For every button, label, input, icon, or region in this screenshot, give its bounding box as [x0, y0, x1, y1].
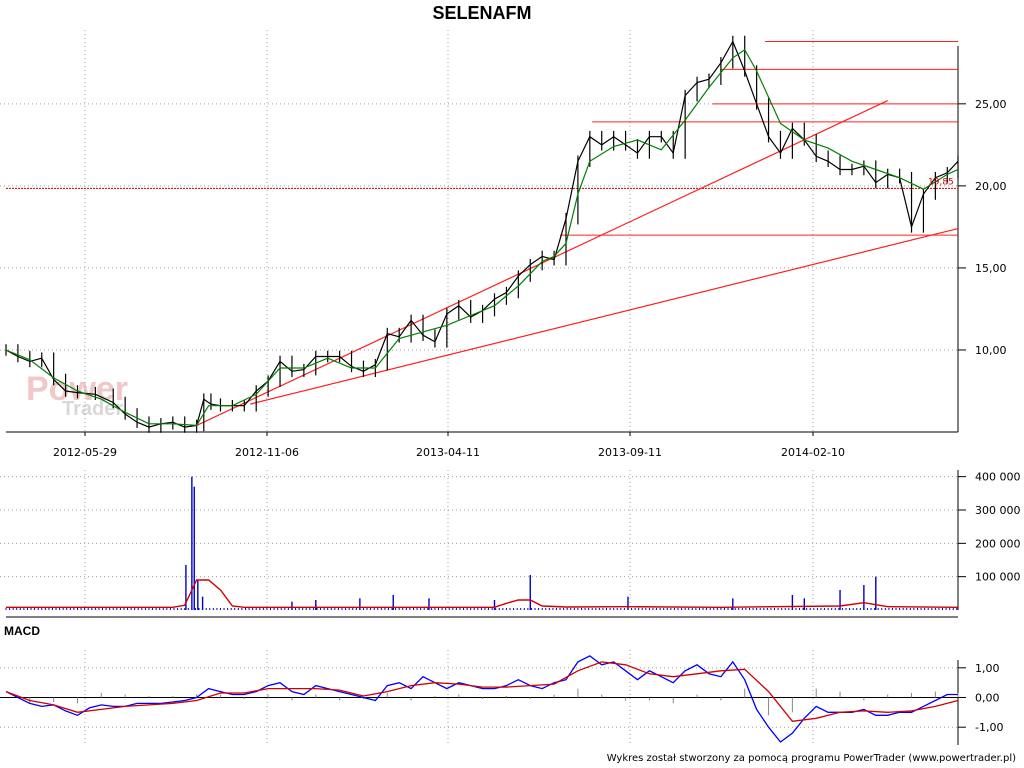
- price-xtick-label-1: 2012-11-06: [235, 446, 299, 459]
- price-xtick-label-2: 2013-04-11: [416, 446, 480, 459]
- footer-credit: Wykres został stworzony za pomocą progra…: [607, 753, 1016, 764]
- price-ytick-label-0: 10,00: [975, 344, 1007, 357]
- volume-ytick-label-1: 200 000: [975, 537, 1021, 550]
- powertrader-watermark: Power Trader: [26, 370, 128, 420]
- price-panel: 10,00 15,00 20,00 25,00 2012-05-29 2012-11-06…: [0, 30, 1007, 459]
- macd-panel-title: MACD: [4, 624, 40, 638]
- volume-average-line: [6, 579, 959, 609]
- volume-ytick-label-2: 300 000: [975, 504, 1021, 517]
- price-xtick-label-4: 2014-02-10: [781, 446, 845, 459]
- volume-baseline-bars: [5, 608, 958, 610]
- macd-macd-line: [5, 655, 958, 743]
- macd-panel: -1,00 0,00 1,00: [0, 650, 1003, 745]
- trendline-1: [250, 227, 959, 405]
- price-xtick-label-3: 2013-09-11: [598, 446, 662, 459]
- price-ytick-label-2: 20,00: [975, 180, 1007, 193]
- macd-signal-line: [5, 661, 959, 722]
- volume-panel: 100 000 200 000 300 000 400 000: [0, 470, 1021, 618]
- macd-ytick-label-0: -1,00: [975, 721, 1003, 734]
- price-xtick-label-0: 2012-05-29: [53, 446, 117, 459]
- macd-ytick-label-2: 1,00: [975, 662, 1000, 675]
- last-price-label: 19,85: [928, 177, 954, 187]
- volume-ytick-label-3: 400 000: [975, 471, 1021, 484]
- macd-ytick-label-1: 0,00: [975, 692, 1000, 705]
- watermark-line2: Trader: [62, 398, 123, 420]
- chart-title: SELENAFM: [433, 3, 532, 23]
- price-ytick-label-1: 15,00: [975, 262, 1007, 275]
- volume-ytick-label-0: 100 000: [975, 571, 1021, 584]
- price-ytick-label-3: 25,00: [975, 98, 1007, 111]
- price-moving-average-line: [5, 48, 959, 427]
